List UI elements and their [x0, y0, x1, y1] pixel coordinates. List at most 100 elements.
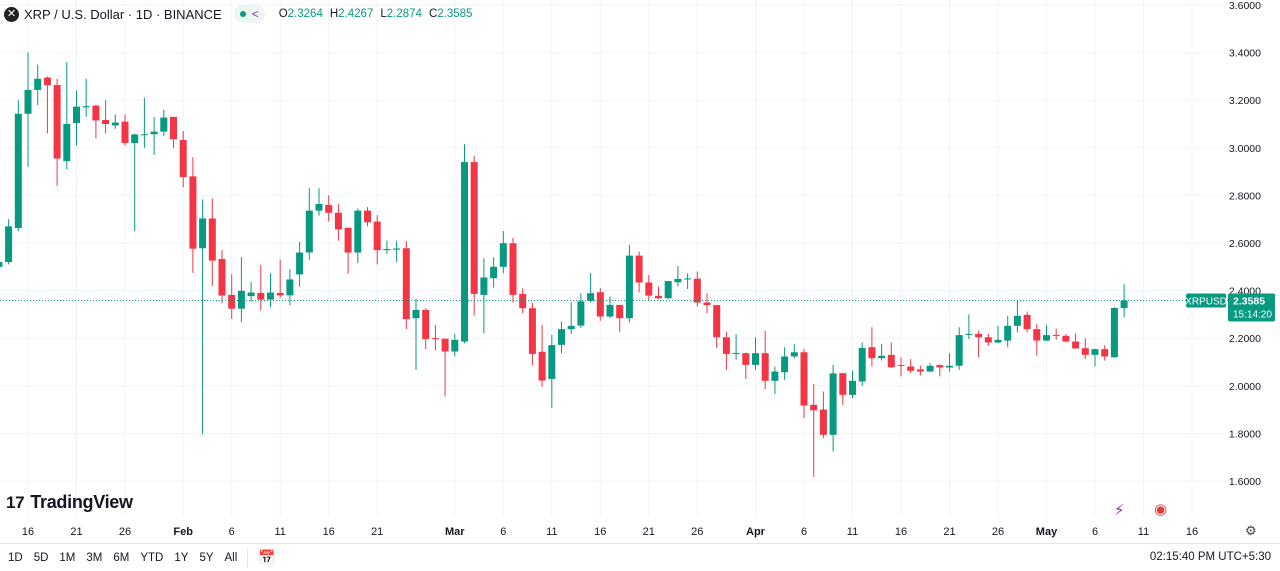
candle [616, 304, 624, 333]
toolbar-divider [247, 548, 249, 567]
candle-body [994, 339, 1002, 343]
candle-body [150, 131, 158, 135]
share-icon[interactable]: < [251, 7, 259, 21]
time-tick-label: 6 [801, 526, 807, 538]
candle [664, 281, 672, 299]
range-button-5d[interactable]: 5D [33, 551, 49, 564]
candle [43, 76, 51, 134]
candle [790, 344, 798, 359]
candle-body [170, 116, 177, 140]
clock-timezone[interactable]: 02:15:40 PM UTC+5:30 [1149, 551, 1271, 563]
candle-body [334, 212, 342, 230]
candle-body [490, 266, 498, 279]
candle-body [635, 255, 643, 283]
candle-body [655, 295, 662, 299]
candle [567, 302, 575, 334]
candle [984, 333, 992, 346]
candle-body [509, 243, 517, 295]
candle [296, 241, 304, 287]
candle [354, 208, 362, 264]
range-button-1y[interactable]: 1Y [174, 551, 189, 564]
candle-body [1033, 329, 1041, 341]
candle [1023, 311, 1031, 333]
candle [53, 78, 61, 186]
time-tick-label: 16 [1186, 526, 1198, 538]
candle-body [199, 218, 207, 249]
price-tag-bg [1228, 293, 1275, 322]
candle [121, 114, 129, 146]
candle-body [722, 337, 730, 354]
logo-text: TradingView [30, 492, 133, 512]
candle-body [752, 353, 759, 365]
candle-body [606, 304, 614, 317]
candle-body [43, 77, 51, 86]
low-label: L [380, 8, 387, 20]
candle [936, 364, 944, 377]
candle [63, 62, 71, 170]
price-tick-label: 1.6000 [1229, 476, 1261, 488]
candle-body [228, 294, 236, 309]
grid-lines [0, 0, 1228, 517]
price-tick-label: 2.0000 [1229, 381, 1261, 393]
us-flag-icon[interactable]: ◉ [1154, 501, 1168, 518]
candle-body [480, 277, 488, 295]
candle [829, 364, 837, 452]
gear-icon[interactable]: ⚙ [1245, 523, 1257, 538]
range-button-1d[interactable]: 1D [8, 551, 23, 564]
candle [703, 293, 711, 314]
status-pill[interactable]: < [233, 5, 265, 23]
range-button-6m[interactable]: 6M [113, 551, 130, 564]
candle-body [693, 278, 701, 303]
candle [189, 157, 197, 273]
candle-body [92, 105, 100, 121]
candle [538, 324, 546, 387]
time-tick-label: 16 [323, 526, 335, 538]
candle [305, 188, 313, 260]
candle-body [858, 347, 866, 382]
candle-body [1120, 300, 1128, 309]
symbol-tag: XRPUSD [1185, 296, 1227, 307]
candle [596, 288, 604, 321]
candle [858, 342, 866, 386]
candle-body [412, 309, 420, 319]
open-label: O [278, 8, 288, 20]
candle [461, 144, 468, 344]
candle [1013, 300, 1021, 333]
candle-body [742, 353, 750, 365]
candle-body [868, 347, 876, 359]
time-tick-label: Apr [746, 526, 766, 538]
symbol-title[interactable]: XRP / U.S. Dollar · 1D · BINANCE [24, 6, 222, 22]
range-button-3m[interactable]: 3M [86, 551, 103, 564]
candle-body [916, 369, 924, 372]
time-tick-label: Feb [173, 526, 193, 538]
price-chart[interactable]: 3.60003.40003.20003.00002.80002.60002.40… [0, 0, 1280, 543]
sparkle-lightning-icon[interactable]: ⚡ [1114, 502, 1125, 519]
candle-body [160, 117, 168, 132]
candle [1091, 348, 1099, 367]
range-button-ytd[interactable]: YTD [140, 551, 164, 564]
tradingview-logo[interactable]: 17 TradingView [6, 492, 133, 513]
candle-body [267, 292, 274, 300]
range-button-1m[interactable]: 1M [59, 551, 76, 564]
price-axis[interactable]: 3.60003.40003.20003.00002.80002.60002.40… [1229, 0, 1261, 488]
open-value: 2.3264 [287, 8, 323, 20]
time-tick-label: 21 [943, 526, 955, 538]
time-tick-label: May [1036, 526, 1058, 538]
time-axis[interactable]: 16 21 26 Feb 6 11 16 21 Mar 6 11 16 21 26 Apr 6 11 16 21 26… [22, 526, 1198, 538]
range-button-all[interactable]: All [224, 551, 238, 564]
candle-body [548, 345, 556, 379]
time-tick-label: 11 [546, 526, 557, 538]
candle [470, 156, 478, 316]
range-button-5y[interactable]: 5Y [199, 551, 214, 564]
candle-body [713, 305, 721, 338]
time-tick-label: 21 [70, 526, 82, 538]
bottom-toolbar: 1D 5D 1M 3M 6M YTD 1Y 5Y All 📅 02:15:40 PM UTC+5… [0, 543, 1280, 571]
candle-body [82, 106, 90, 108]
last-price-value: 2.3585 [1233, 295, 1265, 307]
candle-body [596, 292, 604, 317]
goto-date-calendar-icon[interactable]: 📅 [258, 549, 276, 565]
candle [819, 391, 827, 439]
candle [606, 296, 614, 318]
high-value: 2.4267 [338, 8, 374, 20]
candle [325, 195, 333, 222]
